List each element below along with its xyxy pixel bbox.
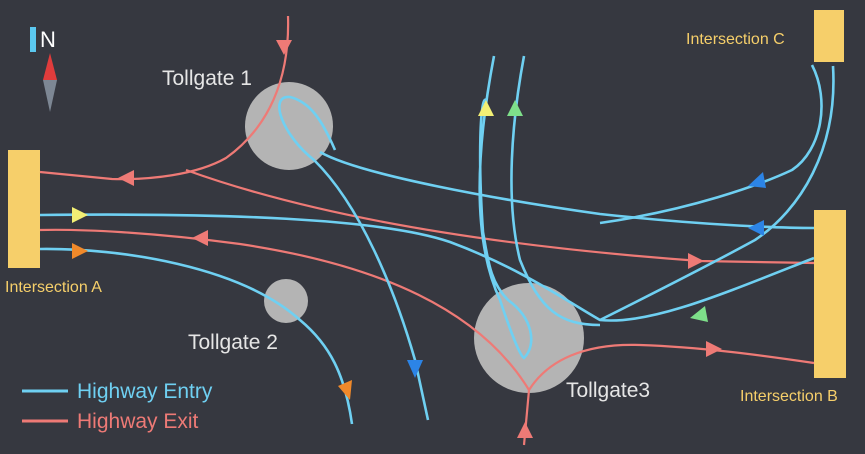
tollgate-3-label: Tollgate3	[566, 379, 650, 402]
compass-north-label: N	[40, 27, 56, 52]
entry-route-a-east	[39, 213, 815, 322]
exit-route-tollgate1-to-b	[185, 168, 815, 265]
arrow-exit-west-icon	[118, 170, 134, 186]
tollgate-3-circle	[474, 283, 584, 393]
exit-routes	[39, 15, 815, 446]
intersection-b-block	[814, 210, 846, 378]
entry-route-a-south	[39, 247, 354, 425]
exit-route-south-to-b	[522, 343, 815, 446]
north-arrow-icon	[43, 53, 57, 112]
intersection-c-label: Intersection C	[686, 31, 785, 48]
entry-route-tollgate3-north-1	[478, 55, 533, 360]
legend-exit-label: Highway Exit	[77, 410, 199, 433]
compass-bar	[30, 27, 36, 52]
legend-entry-label: Highway Entry	[77, 380, 213, 403]
arrow-exit-east-icon	[688, 253, 704, 269]
arrow-entry-north-green-icon	[507, 100, 523, 116]
direction-arrows	[72, 40, 766, 438]
arrow-entry-east-orange-icon	[72, 243, 88, 259]
tollgate-1-label: Tollgate 1	[162, 67, 252, 90]
arrow-entry-west-blue-2-icon	[748, 172, 766, 188]
legend: Highway Entry Highway Exit	[22, 380, 213, 433]
arrow-exit-east-2-icon	[706, 341, 722, 357]
arrow-entry-west-blue-icon	[748, 220, 764, 236]
intersection-c-block	[814, 10, 844, 62]
arrow-exit-south-icon	[276, 40, 292, 55]
compass: N	[30, 27, 57, 112]
arrow-entry-south-blue-icon	[407, 360, 423, 378]
tollgate-1-circle	[245, 82, 333, 170]
exit-route-north-to-a	[39, 15, 290, 181]
arrow-entry-west-green-icon	[690, 306, 708, 322]
arrow-entry-east-yellow-icon	[72, 207, 88, 223]
tollgate-2-label: Tollgate 2	[188, 331, 278, 354]
entry-route-tollgate1-south	[278, 95, 430, 421]
entry-route-c-to-tollgate3	[599, 65, 835, 322]
entry-routes	[39, 55, 835, 425]
tollgate-2-circle	[264, 279, 308, 323]
exit-route-tollgate3-to-a	[39, 228, 530, 391]
intersection-a-label: Intersection A	[5, 279, 102, 296]
arrow-exit-north-icon	[517, 422, 533, 438]
intersection-b-label: Intersection B	[740, 388, 838, 405]
arrow-entry-south-orange-icon	[338, 380, 352, 400]
arrow-entry-north-yellow-icon	[478, 100, 494, 116]
intersection-a-block	[8, 150, 40, 268]
entry-route-c-to-b	[599, 64, 823, 225]
arrow-exit-west-2-icon	[192, 230, 208, 246]
